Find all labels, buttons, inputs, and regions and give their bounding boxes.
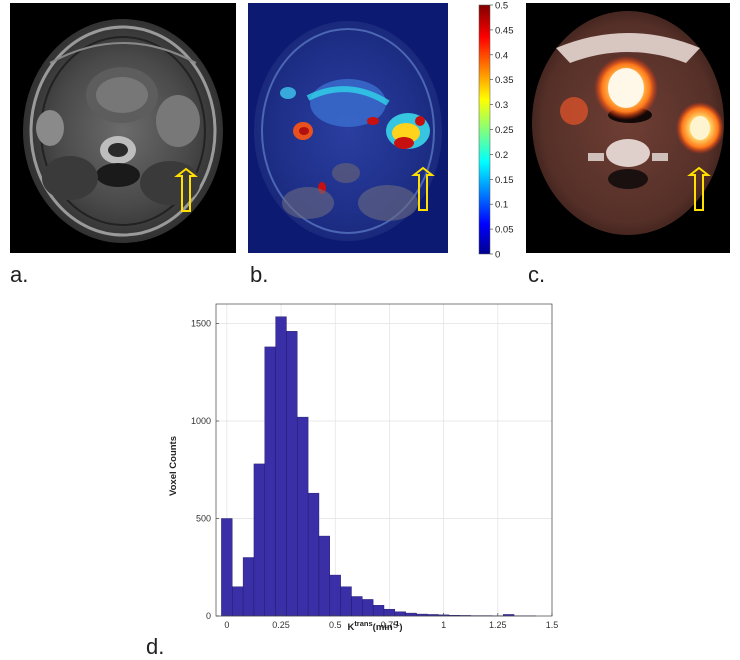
histogram-bar	[232, 587, 243, 616]
colorbar-tick-label: 0.15	[495, 175, 514, 186]
panel-d-label: d.	[146, 634, 164, 660]
histogram-bar	[297, 417, 308, 616]
histogram-bar	[265, 347, 276, 616]
x-tick-label: 0.25	[272, 620, 290, 630]
histogram-bar	[373, 605, 384, 616]
histogram-bar	[276, 317, 287, 616]
histogram-bar	[351, 597, 362, 617]
colorbar-tick-label: 0.25	[495, 125, 514, 136]
x-axis-label: Ktrans(min-1)	[347, 619, 402, 633]
histogram-bar	[308, 493, 319, 616]
histogram-bar	[406, 613, 417, 616]
panel-b-label: b.	[250, 262, 268, 288]
histogram-bar	[254, 464, 265, 616]
colorbar-tick-label: 0.4	[495, 50, 508, 61]
x-tick-label: 1.5	[546, 620, 559, 630]
panel-b-ktrans-map	[248, 3, 448, 253]
histogram-bar	[395, 612, 406, 616]
histogram-bar	[319, 536, 330, 616]
histogram-bar	[362, 599, 373, 616]
y-tick-label: 500	[196, 514, 211, 524]
colorbar: 0.5 0.45 0.4 0.35 0.3 0.25 0.2 0.15 0.1 0.05 0	[470, 0, 520, 262]
colorbar-tick-label: 0.5	[495, 1, 508, 12]
colorbar-tick-label: 0.1	[495, 200, 508, 211]
panel-c-label: c.	[528, 262, 545, 288]
histogram-bar	[243, 558, 254, 617]
histogram-bar	[286, 331, 297, 616]
x-tick-label: 0	[224, 620, 229, 630]
histogram-bar	[330, 575, 341, 616]
histogram-bar	[221, 519, 232, 617]
panel-c-pet-ct-image	[526, 3, 730, 253]
x-tick-label: 1	[441, 620, 446, 630]
colorbar-tick-label: 0.05	[495, 225, 514, 236]
y-axis-label: Voxel Counts	[168, 436, 179, 496]
colorbar-tick-label: 0.35	[495, 75, 514, 86]
y-tick-label: 1500	[191, 319, 211, 329]
y-tick-label: 0	[206, 611, 211, 621]
histogram-bar	[341, 587, 352, 616]
colorbar-tick-label: 0.45	[495, 25, 514, 36]
y-tick-label: 1000	[191, 416, 211, 426]
panel-a-mri-image	[10, 3, 236, 253]
x-tick-label: 1.25	[489, 620, 507, 630]
x-tick-label: 0.5	[329, 620, 342, 630]
colorbar-tick-label: 0.2	[495, 150, 508, 161]
colorbar-tick-label: 0.3	[495, 100, 508, 111]
colorbar-tick-label: 0	[495, 250, 500, 261]
panel-a-label: a.	[10, 262, 28, 288]
